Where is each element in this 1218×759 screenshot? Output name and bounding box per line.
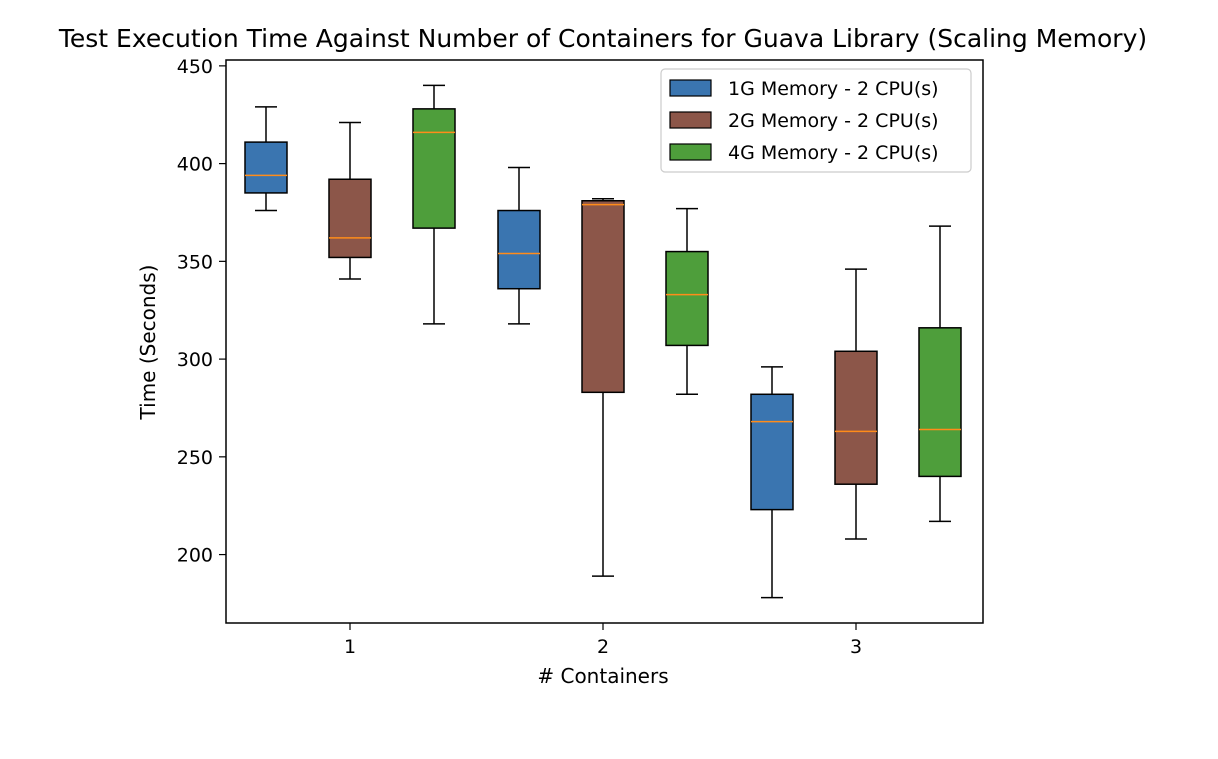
x-tick-label: 2: [597, 636, 609, 658]
legend-label: 4G Memory - 2 CPU(s): [728, 142, 939, 164]
box-iqr: [750, 393, 794, 511]
x-tick-label: 1: [344, 636, 356, 658]
legend: 1G Memory - 2 CPU(s) 2G Memory - 2 CPU(s)…: [660, 68, 972, 173]
axes: 200 250 300 350 400 450 1 2 3: [177, 56, 862, 658]
y-tick-label: 350: [177, 251, 213, 273]
box-group: [497, 166, 541, 325]
legend-swatch: [669, 79, 712, 97]
legend-label: 1G Memory - 2 CPU(s): [728, 78, 939, 100]
legend-label: 2G Memory - 2 CPU(s): [728, 110, 939, 132]
box-iqr: [581, 200, 625, 394]
box-group: [412, 84, 456, 325]
y-tick-label: 450: [177, 56, 213, 78]
y-tick-label: 250: [177, 447, 213, 469]
box-iqr: [412, 108, 456, 229]
y-tick-label: 300: [177, 349, 213, 371]
y-tick-label: 200: [177, 545, 213, 567]
x-tick-label: 3: [850, 636, 862, 658]
legend-frame: [660, 68, 972, 173]
box-group: [750, 366, 794, 599]
box-iqr: [244, 141, 288, 194]
box-iqr: [918, 327, 962, 478]
box-group: [244, 106, 288, 212]
x-axis-label: # Containers: [537, 664, 668, 688]
box-group: [665, 207, 709, 396]
box-group: [918, 225, 962, 523]
y-tick-label: 400: [177, 154, 213, 176]
y-axis-label: Time (Seconds): [136, 265, 160, 421]
legend-swatch: [669, 111, 712, 129]
box-iqr: [497, 209, 541, 290]
box-group: [581, 198, 625, 577]
box-iqr: [834, 350, 878, 485]
legend-swatch: [669, 143, 712, 161]
plot-area: [244, 84, 962, 599]
chart-title: Test Execution Time Against Number of Co…: [58, 24, 1147, 53]
box-iqr: [328, 178, 372, 259]
box-group: [328, 121, 372, 280]
box-iqr: [665, 250, 709, 347]
box-group: [834, 268, 878, 540]
plot-frame: [225, 59, 984, 624]
